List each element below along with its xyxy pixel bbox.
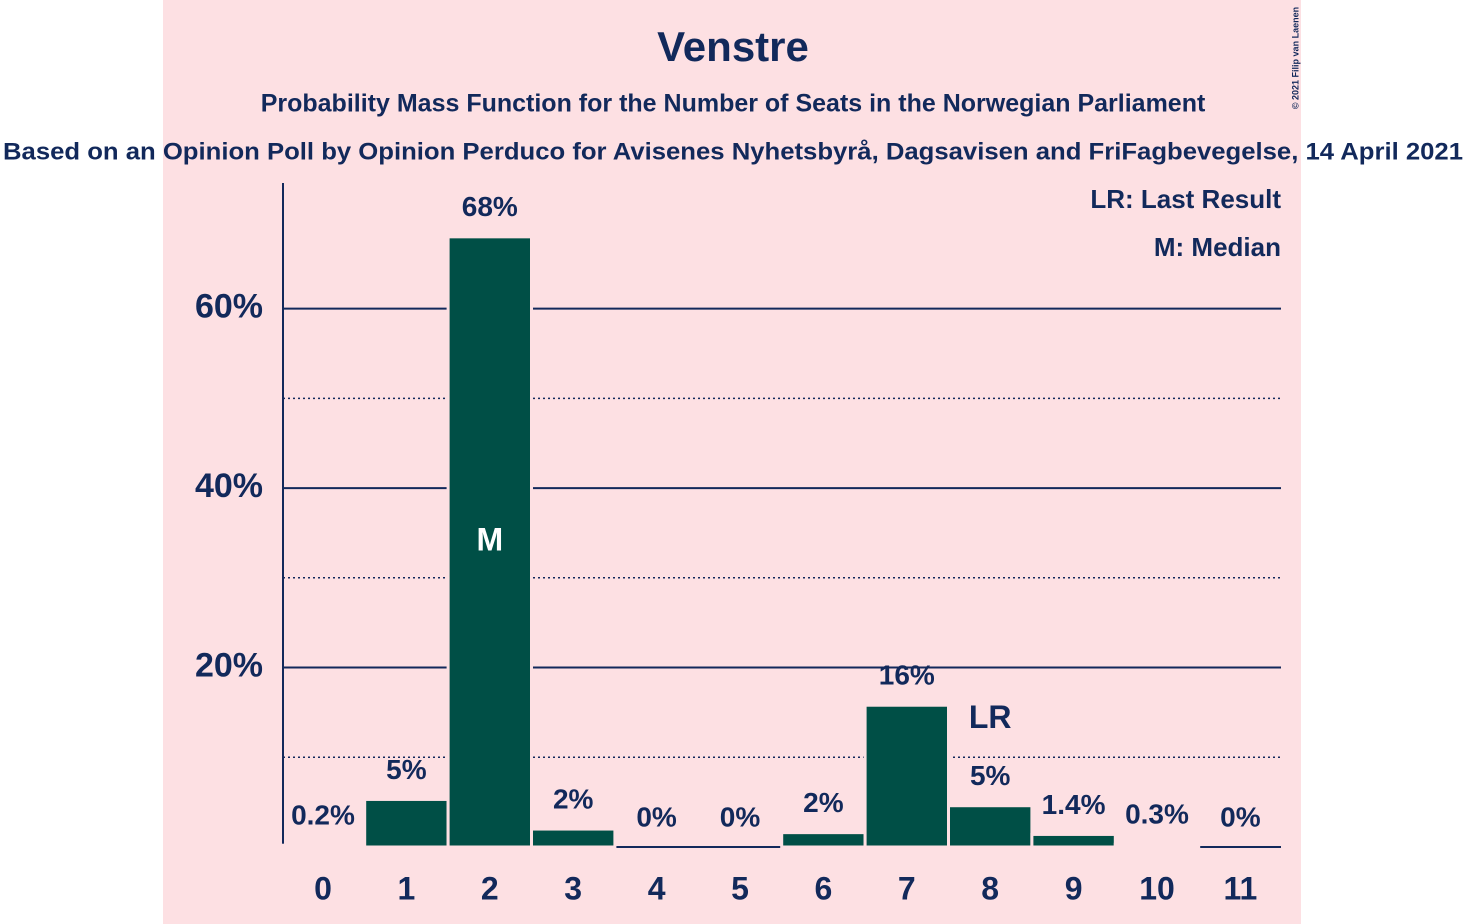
x-tick-label: 8	[981, 870, 999, 906]
bar	[863, 703, 950, 849]
value-label: 0%	[1220, 801, 1261, 832]
x-tick-label: 3	[564, 870, 582, 906]
x-tick-label: 10	[1139, 870, 1175, 906]
chart-title: Venstre	[657, 23, 809, 70]
value-label: 0%	[720, 801, 761, 832]
bar	[279, 843, 367, 849]
value-label: 5%	[970, 760, 1011, 791]
copyright: © 2021 Filip van Laenen	[1290, 7, 1300, 109]
legend-note: M: Median	[1154, 232, 1281, 262]
x-tick-label: 11	[1223, 870, 1257, 906]
bar	[780, 831, 867, 849]
y-tick-label: 20%	[195, 647, 263, 685]
value-label: 0.2%	[291, 800, 355, 831]
bar	[947, 804, 1034, 849]
x-tick-label: 1	[398, 870, 416, 906]
chart-subtitle: Probability Mass Function for the Number…	[261, 90, 1206, 118]
bar	[530, 827, 617, 849]
value-label: 68%	[462, 191, 518, 222]
x-tick-label: 4	[648, 870, 666, 906]
x-tick-label: 2	[481, 870, 499, 906]
bar	[363, 797, 450, 849]
chart-subtitle: Based on an Opinion Poll by Opinion Perd…	[3, 138, 1463, 165]
value-label: 0%	[636, 801, 677, 832]
x-tick-label: 5	[731, 870, 749, 906]
x-tick-label: 7	[898, 870, 916, 906]
value-label: 0.3%	[1125, 799, 1189, 830]
bar	[446, 235, 534, 849]
legend-note: LR: Last Result	[1090, 184, 1281, 214]
x-tick-label: 6	[815, 870, 833, 906]
value-label: 2%	[553, 783, 594, 814]
y-tick-label: 40%	[195, 467, 263, 505]
x-tick-label: 9	[1065, 870, 1083, 906]
last-result-marker: LR	[969, 699, 1012, 735]
value-label: 16%	[879, 660, 935, 691]
panel	[163, 0, 1301, 924]
value-label: 5%	[386, 754, 427, 785]
x-tick-label: 0	[314, 870, 332, 906]
bar	[1030, 832, 1117, 849]
bar	[1113, 842, 1201, 849]
value-label: 1.4%	[1042, 789, 1106, 820]
value-label: 2%	[803, 787, 844, 818]
y-tick-label: 60%	[195, 288, 263, 326]
median-marker: M	[476, 521, 503, 557]
